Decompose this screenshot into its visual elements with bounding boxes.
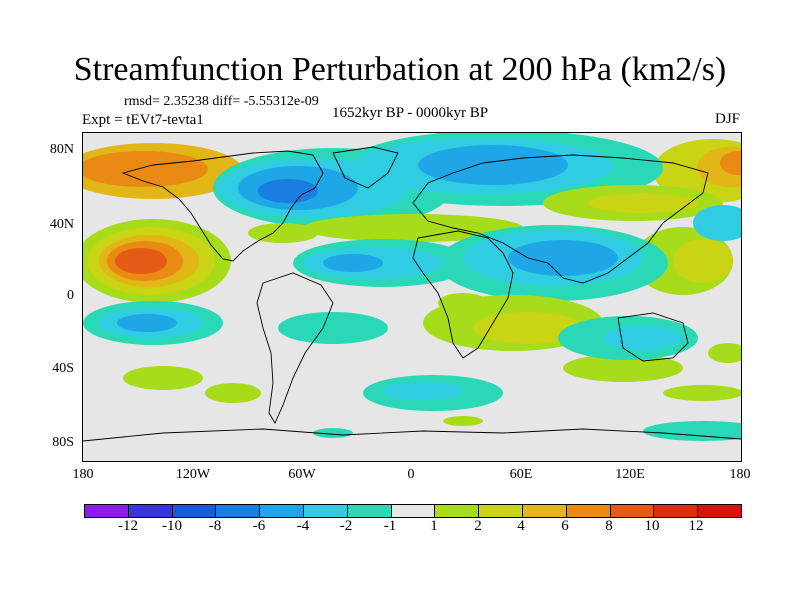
colorbar-label: 1 xyxy=(430,518,438,534)
australia-outline xyxy=(617,312,689,362)
season-label: DJF xyxy=(714,111,740,127)
lon-label-120e: 120E xyxy=(615,467,645,482)
period-label: 1652kyr BP - 0000kyr BP xyxy=(331,105,489,121)
north-america-outline xyxy=(121,150,324,262)
experiment-label: Expt = tEVt7-tevta1 xyxy=(82,112,204,128)
region-southern-positive xyxy=(123,293,741,403)
colorbar-label: -4 xyxy=(296,518,310,534)
colorbar-swatch xyxy=(654,505,699,517)
lon-label-60e: 60E xyxy=(509,467,533,482)
chart-title: Streamfunction Perturbation at 200 hPa (… xyxy=(73,51,727,88)
colorbar-swatch xyxy=(522,505,567,517)
colorbar-label: 6 xyxy=(561,518,569,534)
colorbar-label: 12 xyxy=(688,518,704,534)
colorbar-swatch xyxy=(172,505,217,517)
colorbar-label: 10 xyxy=(644,518,660,534)
colorbar-label: -6 xyxy=(252,518,266,534)
colorbar-swatch xyxy=(128,505,173,517)
region-tropical-negative-band xyxy=(293,205,741,301)
region-southern-negative xyxy=(313,316,741,441)
lon-label-120w: 120W xyxy=(175,467,211,482)
colorbar-swatch xyxy=(216,505,261,517)
greenland-outline xyxy=(332,146,399,189)
colorbar-label: -2 xyxy=(339,518,353,534)
map-panel xyxy=(82,132,742,462)
colorbar-label: 8 xyxy=(605,518,613,534)
colorbar-swatch xyxy=(566,505,611,517)
region-subtropical-pacific-positive xyxy=(83,219,733,303)
colorbar-label: -8 xyxy=(208,518,222,534)
colorbar-swatch xyxy=(347,505,392,517)
colorbar-label: -1 xyxy=(383,518,397,534)
colorbar-swatch xyxy=(479,505,523,517)
region-north-pacific-positive xyxy=(83,139,741,203)
contour-map xyxy=(83,133,741,461)
lat-label-0: 0 xyxy=(67,288,74,303)
lon-label-60w: 60W xyxy=(288,467,316,482)
region-south-pacific-negative xyxy=(83,301,388,345)
colorbar-label: -12 xyxy=(118,518,138,534)
stats-label: rmsd= 2.35238 diff= -5.55312e-09 xyxy=(124,94,319,109)
south-america-outline xyxy=(256,272,334,424)
colorbar-swatch xyxy=(610,505,655,517)
lat-label-40n: 40N xyxy=(49,217,74,232)
colorbar-label: 4 xyxy=(517,518,525,534)
colorbar-swatch xyxy=(435,505,480,517)
lon-label-0: 0 xyxy=(407,467,415,482)
lon-label-180e: 180 xyxy=(729,467,751,482)
lon-label-180w: 180 xyxy=(72,467,94,482)
antarctica-outline xyxy=(83,428,741,442)
colorbar-swatch xyxy=(391,505,436,517)
colorbar-label: 2 xyxy=(474,518,482,534)
colorbar xyxy=(84,504,742,518)
lat-label-80n: 80N xyxy=(49,142,74,157)
lat-label-80s: 80S xyxy=(52,435,74,450)
colorbar-swatch xyxy=(698,505,741,517)
eurasia-outline xyxy=(412,154,709,284)
region-northern-negative-band xyxy=(213,133,663,228)
colorbar-label: -10 xyxy=(162,518,182,534)
colorbar-swatch xyxy=(260,505,304,517)
colorbar-swatch xyxy=(303,505,348,517)
coastlines xyxy=(83,146,741,442)
colorbar-swatch xyxy=(85,505,129,517)
lat-label-40s: 40S xyxy=(52,361,74,376)
africa-outline xyxy=(412,230,514,359)
